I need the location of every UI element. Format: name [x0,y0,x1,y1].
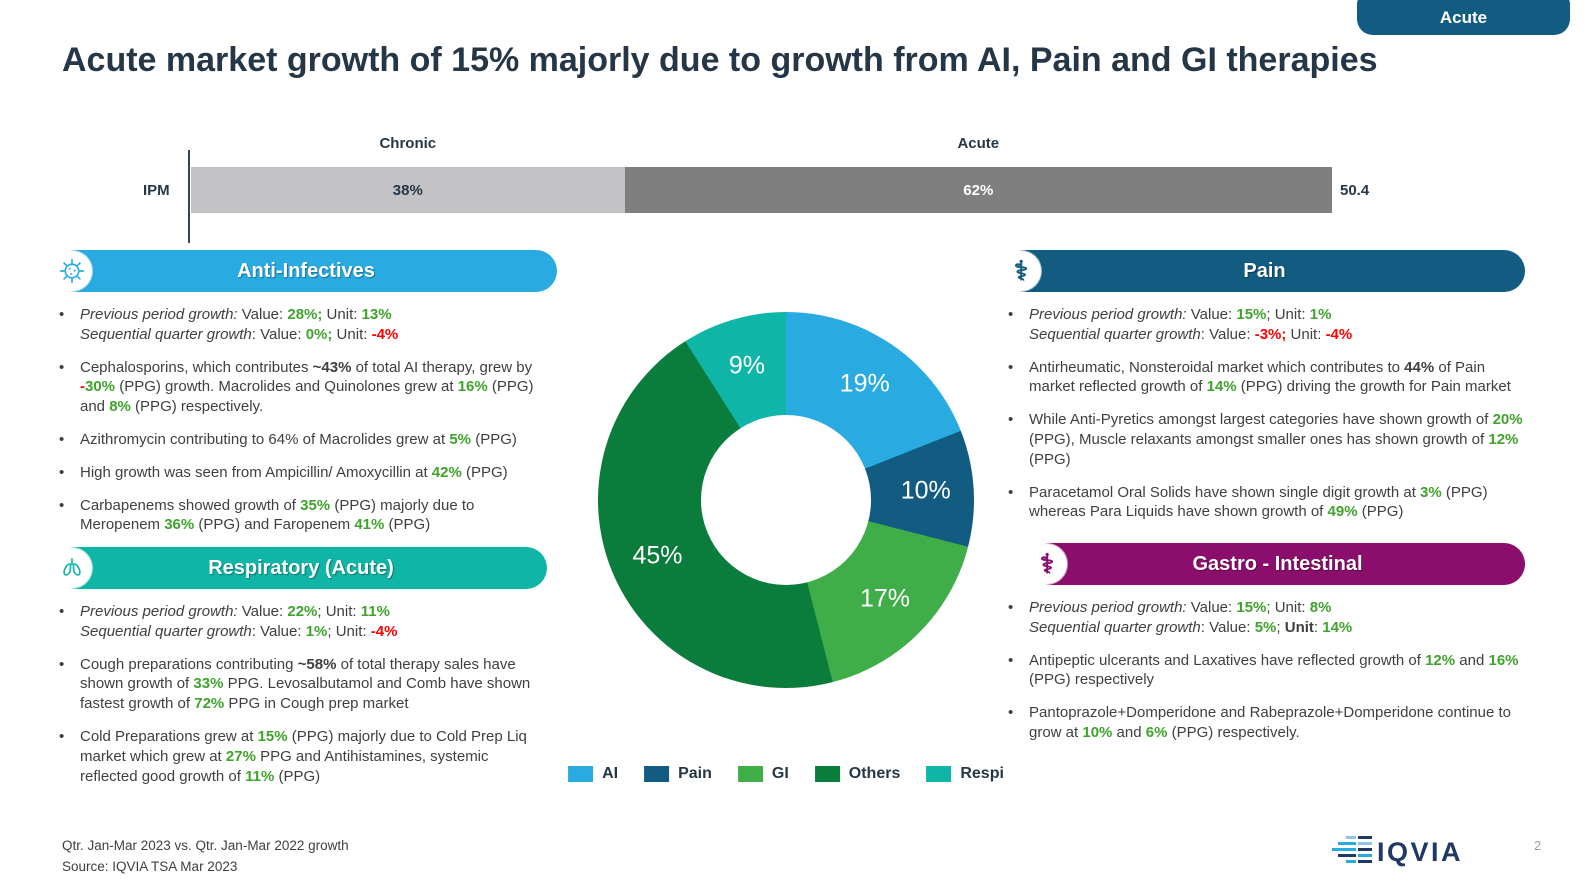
bar-group-labels: Chronic Acute [191,135,1332,155]
bullet-item: Previous period growth: Value: 15%; Unit… [1004,305,1525,345]
bullet-item: Previous period growth: Value: 22%; Unit… [55,602,547,642]
section-header-pain: ⚕ Pain [1001,250,1525,292]
legend-swatch [814,766,840,782]
section-title: Respiratory (Acute) [208,556,394,579]
bullet-list: Previous period growth: Value: 15%; Unit… [1004,305,1525,522]
iqvia-logo: IQVIA [1330,833,1482,872]
footnote-line1: Qtr. Jan-Mar 2023 vs. Qtr. Jan-Mar 2022 … [62,838,349,853]
bullet-item: High growth was seen from Ampicillin/ Am… [55,463,557,483]
bullet-list: Previous period growth: Value: 28%; Unit… [55,305,557,535]
bullet-item: Previous period growth: Value: 15%; Unit… [1004,598,1525,638]
section-title: Pain [1243,259,1286,282]
section-title: Gastro - Intestinal [1192,552,1363,575]
legend-item-others: Others [814,765,901,783]
bar-group-label-chronic: Chronic [379,135,437,152]
section-header-respiratory: Respiratory (Acute) [52,547,547,589]
section-header-anti-infectives: Anti-Infectives [52,250,557,292]
section-header-gastro-intestinal: ⚕ Gastro - Intestinal [1027,543,1525,585]
legend-item-respi: Respi [926,765,1004,783]
caduceus-icon: ⚕ [1001,251,1041,291]
section-gastro-intestinal: ⚕ Gastro - Intestinal Previous period gr… [1004,543,1525,756]
logo-stripes [1332,836,1372,863]
donut-hole [701,415,871,585]
bar-group-label-acute: Acute [957,135,1000,152]
slice-label-others: 45% [632,541,683,570]
tab-acute[interactable]: Acute [1357,0,1570,35]
legend-label: Respi [960,765,1004,782]
bar-row-label: IPM [143,182,170,199]
chart-legend: AI Pain GI Others Respi [568,765,1004,783]
caduceus-icon: ⚕ [1027,544,1067,584]
slice-label-ai: 19% [839,369,890,398]
stacked-bar: 38% 62% [191,167,1332,213]
legend-swatch [737,766,763,782]
bullet-item: Antirheumatic, Nonsteroidal market which… [1004,358,1525,398]
logo-wordmark: IQVIA [1377,837,1463,867]
slice-label-pain: 10% [900,476,951,505]
bar-axis-line [188,150,190,243]
legend-item-pain: Pain [644,765,712,783]
bullet-item: Carbapenems showed growth of 35% (PPG) m… [55,496,557,536]
bar-total-value: 50.4 [1340,182,1370,199]
slice-label-respi: 9% [728,351,766,380]
donut-chart: 19% 10% 17% 45% 9% [598,312,974,688]
virus-icon [52,251,92,291]
legend-label: Pain [678,765,712,782]
bullet-item: Antipeptic ulcerants and Laxatives have … [1004,651,1525,691]
section-pain: ⚕ Pain Previous period growth: Value: 15… [1001,250,1525,535]
legend-label: Others [848,765,901,782]
bullet-item: While Anti-Pyretics amongst largest cate… [1004,410,1525,469]
footnote-line2: Source: IQVIA TSA Mar 2023 [62,858,238,874]
legend-label: AI [602,765,619,782]
footnote: Qtr. Jan-Mar 2023 vs. Qtr. Jan-Mar 2022 … [62,836,349,878]
bullet-item: Cephalosporins, which contributes ~43% o… [55,358,557,417]
section-title: Anti-Infectives [237,259,375,282]
bar-segment-chronic: 38% [191,167,625,213]
bullet-item: Azithromycin contributing to 64% of Macr… [55,430,557,450]
bar-segment-acute: 62% [624,167,1332,213]
bullet-item: Cold Preparations grew at 15% (PPG) majo… [55,727,547,786]
bullet-list: Previous period growth: Value: 22%; Unit… [55,602,547,786]
legend-label: GI [771,765,789,782]
section-anti-infectives: Anti-Infectives Previous period growth: … [52,250,557,548]
market-split-bar: Chronic Acute IPM 38% 62% 50.4 [0,130,1587,245]
slice-label-gi: 17% [859,584,911,613]
bullet-item: Paracetamol Oral Solids have shown singl… [1004,483,1525,523]
bullet-item: Pantoprazole+Domperidone and Rabeprazole… [1004,703,1525,743]
section-respiratory: Respiratory (Acute) Previous period grow… [52,547,547,799]
page-number: 2 [1534,838,1542,853]
legend-swatch [644,766,670,782]
bullet-item: Cough preparations contributing ~58% of … [55,655,547,714]
lungs-icon [52,548,92,588]
legend-swatch [926,766,952,782]
legend-item-ai: AI [568,765,618,783]
legend-swatch [568,766,594,782]
legend-item-gi: GI [737,765,789,783]
bullet-item: Previous period growth: Value: 28%; Unit… [55,305,557,345]
page-title: Acute market growth of 15% majorly due t… [62,41,1378,79]
bullet-list: Previous period growth: Value: 15%; Unit… [1004,598,1525,743]
